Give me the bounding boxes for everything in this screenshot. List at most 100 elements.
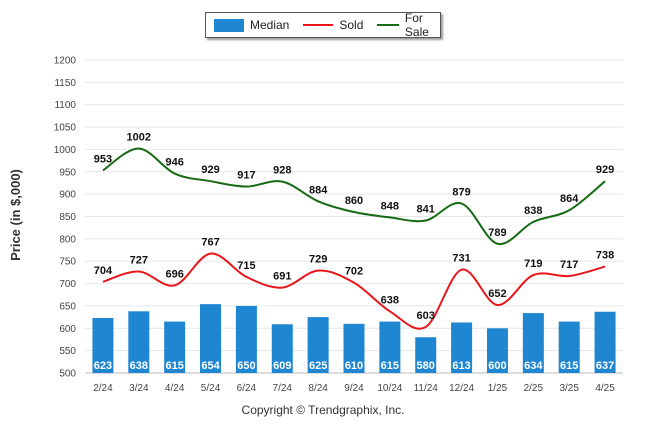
sold-data-label: 702 — [345, 266, 363, 278]
y-axis-title: Price (in $,000) — [8, 169, 23, 261]
median-bar — [451, 322, 473, 373]
x-tick-label: 3/24 — [129, 383, 149, 394]
median-bar-label: 634 — [524, 360, 543, 372]
copyright-text: Copyright © Trendgraphix, Inc. — [241, 403, 405, 417]
sold-data-label: 691 — [273, 271, 291, 283]
y-tick-label: 600 — [59, 324, 76, 335]
x-tick-label: 6/24 — [237, 383, 257, 394]
forsale-data-label: 953 — [94, 153, 112, 165]
y-tick-label: 750 — [59, 257, 76, 268]
forsale-data-label: 884 — [309, 184, 328, 196]
median-bars — [92, 304, 616, 373]
forsale-data-label: 929 — [201, 164, 219, 176]
forsale-data-label: 864 — [560, 193, 579, 205]
sold-data-label: 696 — [165, 268, 183, 280]
forsale-data-label: 841 — [417, 204, 435, 216]
x-tick-label: 2/25 — [524, 383, 544, 394]
y-tick-label: 900 — [59, 190, 76, 201]
sold-data-label: 603 — [417, 310, 435, 322]
median-bar — [594, 311, 616, 373]
median-bar-label: 615 — [381, 360, 399, 372]
median-bar-label: 654 — [201, 360, 220, 372]
x-tick-label: 12/24 — [449, 383, 474, 394]
legend-item-sold[interactable]: Sold — [303, 18, 363, 32]
forsale-data-label: 928 — [273, 165, 291, 177]
legend-label-sold: Sold — [339, 18, 364, 32]
forsale-data-label: 879 — [452, 187, 470, 199]
forsale-data-label: 848 — [381, 200, 399, 212]
y-tick-label: 700 — [59, 279, 76, 290]
median-bar — [164, 321, 186, 373]
median-bar — [271, 324, 293, 373]
legend-label-forsale: For Sale — [404, 11, 429, 39]
forsale-data-label: 946 — [165, 157, 183, 169]
legend-swatch-sold — [303, 24, 334, 26]
median-bar — [92, 318, 114, 373]
legend: Median Sold For Sale — [205, 11, 441, 39]
y-tick-label: 1200 — [54, 56, 77, 67]
sold-data-label: 738 — [596, 250, 614, 262]
x-tick-label: 4/25 — [595, 383, 615, 394]
median-bar-label: 613 — [452, 360, 470, 372]
sold-data-label: 638 — [381, 294, 399, 306]
median-bar — [379, 321, 401, 373]
median-bar-label: 623 — [94, 360, 112, 372]
sold-line — [102, 252, 606, 330]
median-bar — [200, 304, 222, 373]
x-tick-label: 3/25 — [559, 383, 579, 394]
sold-data-label: 704 — [94, 265, 113, 277]
sold-data-label: 767 — [201, 237, 219, 249]
sold-data-label: 715 — [237, 260, 255, 272]
sold-data-label: 717 — [560, 259, 578, 271]
forsale-line — [102, 147, 606, 245]
median-bar-label: 650 — [237, 360, 255, 372]
median-bar-label: 615 — [165, 360, 183, 372]
legend-label-median: Median — [250, 18, 290, 32]
forsale-data-label: 860 — [345, 195, 363, 207]
forsale-data-label: 929 — [596, 164, 614, 176]
sold-data-label: 719 — [524, 258, 542, 270]
x-tick-label: 5/24 — [201, 383, 221, 394]
x-tick-label: 4/24 — [165, 383, 185, 394]
median-bar — [343, 323, 365, 373]
x-tick-label: 9/24 — [344, 383, 364, 394]
median-bar — [522, 313, 544, 373]
median-bar — [486, 328, 508, 373]
y-tick-label: 800 — [59, 234, 76, 245]
median-bar — [415, 337, 437, 373]
data-labels: 623 638 615 654 650 609 625 610 615 580 613 600 634 6… — [94, 132, 614, 372]
x-tick-label: 10/24 — [377, 383, 402, 394]
x-tick-label: 8/24 — [308, 383, 328, 394]
x-tick-label: 2/24 — [93, 383, 113, 394]
sold-data-label: 729 — [309, 254, 327, 266]
median-bar-label: 580 — [417, 360, 435, 372]
x-tick-label: 11/24 — [414, 383, 439, 394]
forsale-data-label: 838 — [524, 205, 542, 217]
median-bar — [128, 311, 150, 373]
median-bar-label: 600 — [488, 360, 506, 372]
x-tick-label: 7/24 — [273, 383, 293, 394]
median-bar-label: 610 — [345, 360, 363, 372]
line-series — [102, 147, 606, 330]
median-bar-label: 638 — [130, 360, 148, 372]
x-tick-labels: 2/24 3/24 4/24 5/24 6/24 7/24 8/24 9/24 10/24 11/… — [93, 383, 615, 394]
legend-item-median[interactable]: Median — [214, 18, 289, 32]
legend-item-forsale[interactable]: For Sale — [377, 11, 437, 39]
sold-data-label: 727 — [130, 254, 148, 266]
forsale-data-label: 1002 — [127, 132, 151, 144]
y-tick-label: 1050 — [54, 123, 77, 134]
y-tick-label: 550 — [59, 346, 76, 357]
y-tick-label: 950 — [59, 167, 76, 178]
y-tick-label: 1100 — [54, 100, 76, 111]
y-tick-label: 1150 — [54, 78, 76, 89]
median-bar-label: 615 — [560, 360, 578, 372]
legend-swatch-forsale — [377, 24, 399, 26]
median-bar — [235, 305, 257, 373]
y-tick-label: 850 — [59, 212, 76, 223]
median-bar-label: 637 — [596, 360, 614, 372]
legend-swatch-median — [214, 18, 244, 32]
forsale-data-label: 917 — [237, 170, 255, 182]
y-tick-labels: 500 550 600 650 700 750 800 850 900 950 1000 1050 11… — [54, 56, 77, 380]
